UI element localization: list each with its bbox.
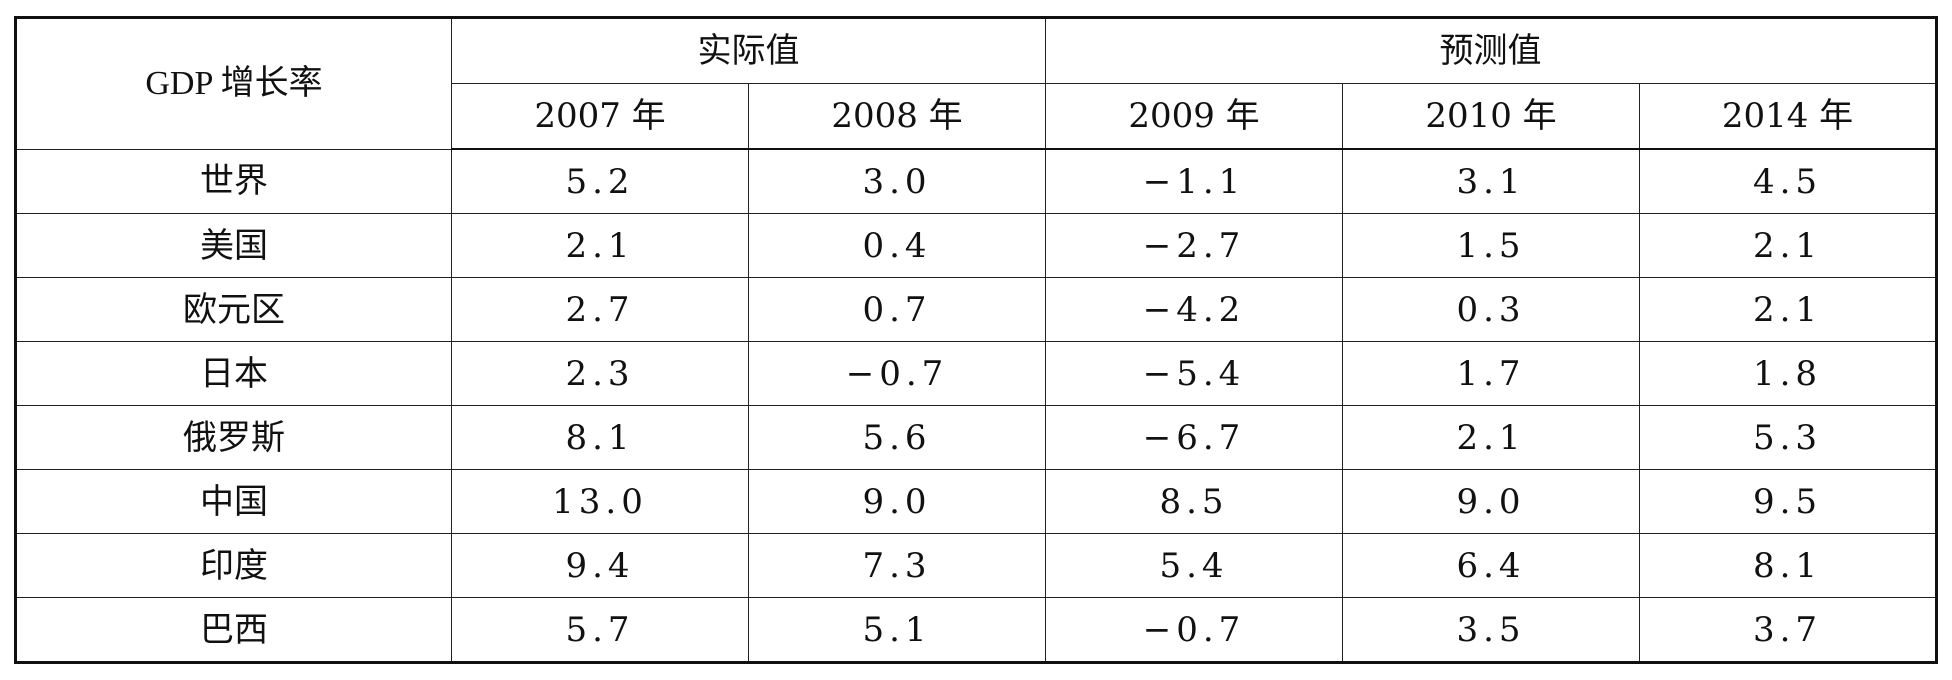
- group-header-actual: 实际值: [451, 17, 1046, 84]
- table-cell-value: 0.4: [748, 213, 1046, 278]
- group-header-forecast: 预测值: [1044, 17, 1938, 84]
- table-cell-value: 1.8: [1638, 341, 1938, 406]
- table-body: 世界 5.2 3.0 −1.1 3.1 4.5 美国 2.1 0.4 −2.7 1.5 2.1 欧元区 2…: [15, 148, 1938, 663]
- table-cell-value: 2.3: [451, 341, 749, 406]
- table-cell-value: 3.7: [1638, 597, 1938, 663]
- table-cell-value: 8.1: [451, 405, 749, 470]
- table-cell-value: 5.3: [1638, 405, 1938, 470]
- table-cell-value: 5.6: [748, 405, 1046, 470]
- year-header-2010: 2010 年: [1342, 83, 1640, 150]
- table-cell-value: 9.0: [1342, 469, 1640, 534]
- row-label-region: 欧元区: [15, 277, 452, 342]
- table-cell-value: −4.2: [1045, 277, 1343, 342]
- table-cell-value: 3.1: [1342, 148, 1640, 214]
- row-label-region: 日本: [15, 341, 452, 406]
- table-row: 美国 2.1 0.4 −2.7 1.5 2.1: [15, 213, 1938, 278]
- table-cell-value: −0.7: [748, 341, 1046, 406]
- table-cell-value: 9.5: [1638, 469, 1938, 534]
- table-row: 俄罗斯 8.1 5.6 −6.7 2.1 5.3: [15, 405, 1938, 470]
- table-cell-value: 0.3: [1342, 277, 1640, 342]
- table-cell-value: −1.1: [1045, 148, 1343, 214]
- header-row-years: 2007 年 2008 年 2009 年 2010 年 2014 年: [16, 83, 1938, 150]
- row-label-region: 巴西: [15, 597, 452, 663]
- table-cell-value: 6.4: [1342, 533, 1640, 598]
- table-cell-value: 1.5: [1342, 213, 1640, 278]
- table-cell-value: 2.1: [451, 213, 749, 278]
- table-cell-value: −0.7: [1045, 597, 1343, 663]
- table-cell-value: 5.2: [451, 148, 749, 214]
- table-row: 日本 2.3 −0.7 −5.4 1.7 1.8: [15, 341, 1938, 406]
- table-cell-value: 2.1: [1638, 213, 1938, 278]
- table-row: 巴西 5.7 5.1 −0.7 3.5 3.7: [15, 597, 1938, 663]
- table-cell-value: 5.7: [451, 597, 749, 663]
- header-row-groups: GDP 增长率 实际值 预测值: [15, 17, 1938, 150]
- table-row: 欧元区 2.7 0.7 −4.2 0.3 2.1: [15, 277, 1938, 342]
- table-cell-value: 9.0: [748, 469, 1046, 534]
- table-cell-value: 8.5: [1045, 469, 1343, 534]
- table-cell-value: 8.1: [1638, 533, 1938, 598]
- row-label-region: 世界: [15, 148, 452, 214]
- table-row: 世界 5.2 3.0 −1.1 3.1 4.5: [15, 148, 1938, 214]
- table-row: 印度 9.4 7.3 5.4 6.4 8.1: [15, 533, 1938, 598]
- table-cell-value: 5.4: [1045, 533, 1343, 598]
- table-cell-value: 5.1: [748, 597, 1046, 663]
- table-cell-value: 0.7: [748, 277, 1046, 342]
- row-label-region: 美国: [15, 213, 452, 278]
- table-cell-value: 2.1: [1638, 277, 1938, 342]
- row-label-region: 俄罗斯: [15, 405, 452, 470]
- table-cell-value: 2.1: [1342, 405, 1640, 470]
- year-header-2009: 2009 年: [1045, 83, 1343, 150]
- row-label-region: 印度: [15, 533, 452, 598]
- table-cell-value: 13.0: [451, 469, 749, 534]
- table-cell-value: 9.4: [451, 533, 749, 598]
- table-header: GDP 增长率 实际值 预测值 2007 年 2008 年 2009 年 201…: [15, 17, 1938, 150]
- table-cell-value: −6.7: [1045, 405, 1343, 470]
- table-row: 中国 13.0 9.0 8.5 9.0 9.5: [15, 469, 1938, 534]
- row-label-region: 中国: [15, 469, 452, 534]
- table-cell-value: 2.7: [451, 277, 749, 342]
- table-cell-value: 3.0: [748, 148, 1046, 214]
- year-header-2007: 2007 年: [451, 83, 749, 150]
- table-cell-value: −5.4: [1045, 341, 1343, 406]
- corner-header-gdp-growth: GDP 增长率: [15, 17, 452, 150]
- gdp-growth-table: GDP 增长率 实际值 预测值 2007 年 2008 年 2009 年 201…: [14, 16, 1939, 664]
- table-cell-value: 3.5: [1342, 597, 1640, 663]
- year-header-2008: 2008 年: [748, 83, 1046, 150]
- gdp-growth-table-container: GDP 增长率 实际值 预测值 2007 年 2008 年 2009 年 201…: [14, 16, 1939, 664]
- table-cell-value: 7.3: [748, 533, 1046, 598]
- table-cell-value: 4.5: [1638, 148, 1938, 214]
- table-cell-value: 1.7: [1342, 341, 1640, 406]
- year-header-2014: 2014 年: [1638, 83, 1938, 150]
- table-cell-value: −2.7: [1045, 213, 1343, 278]
